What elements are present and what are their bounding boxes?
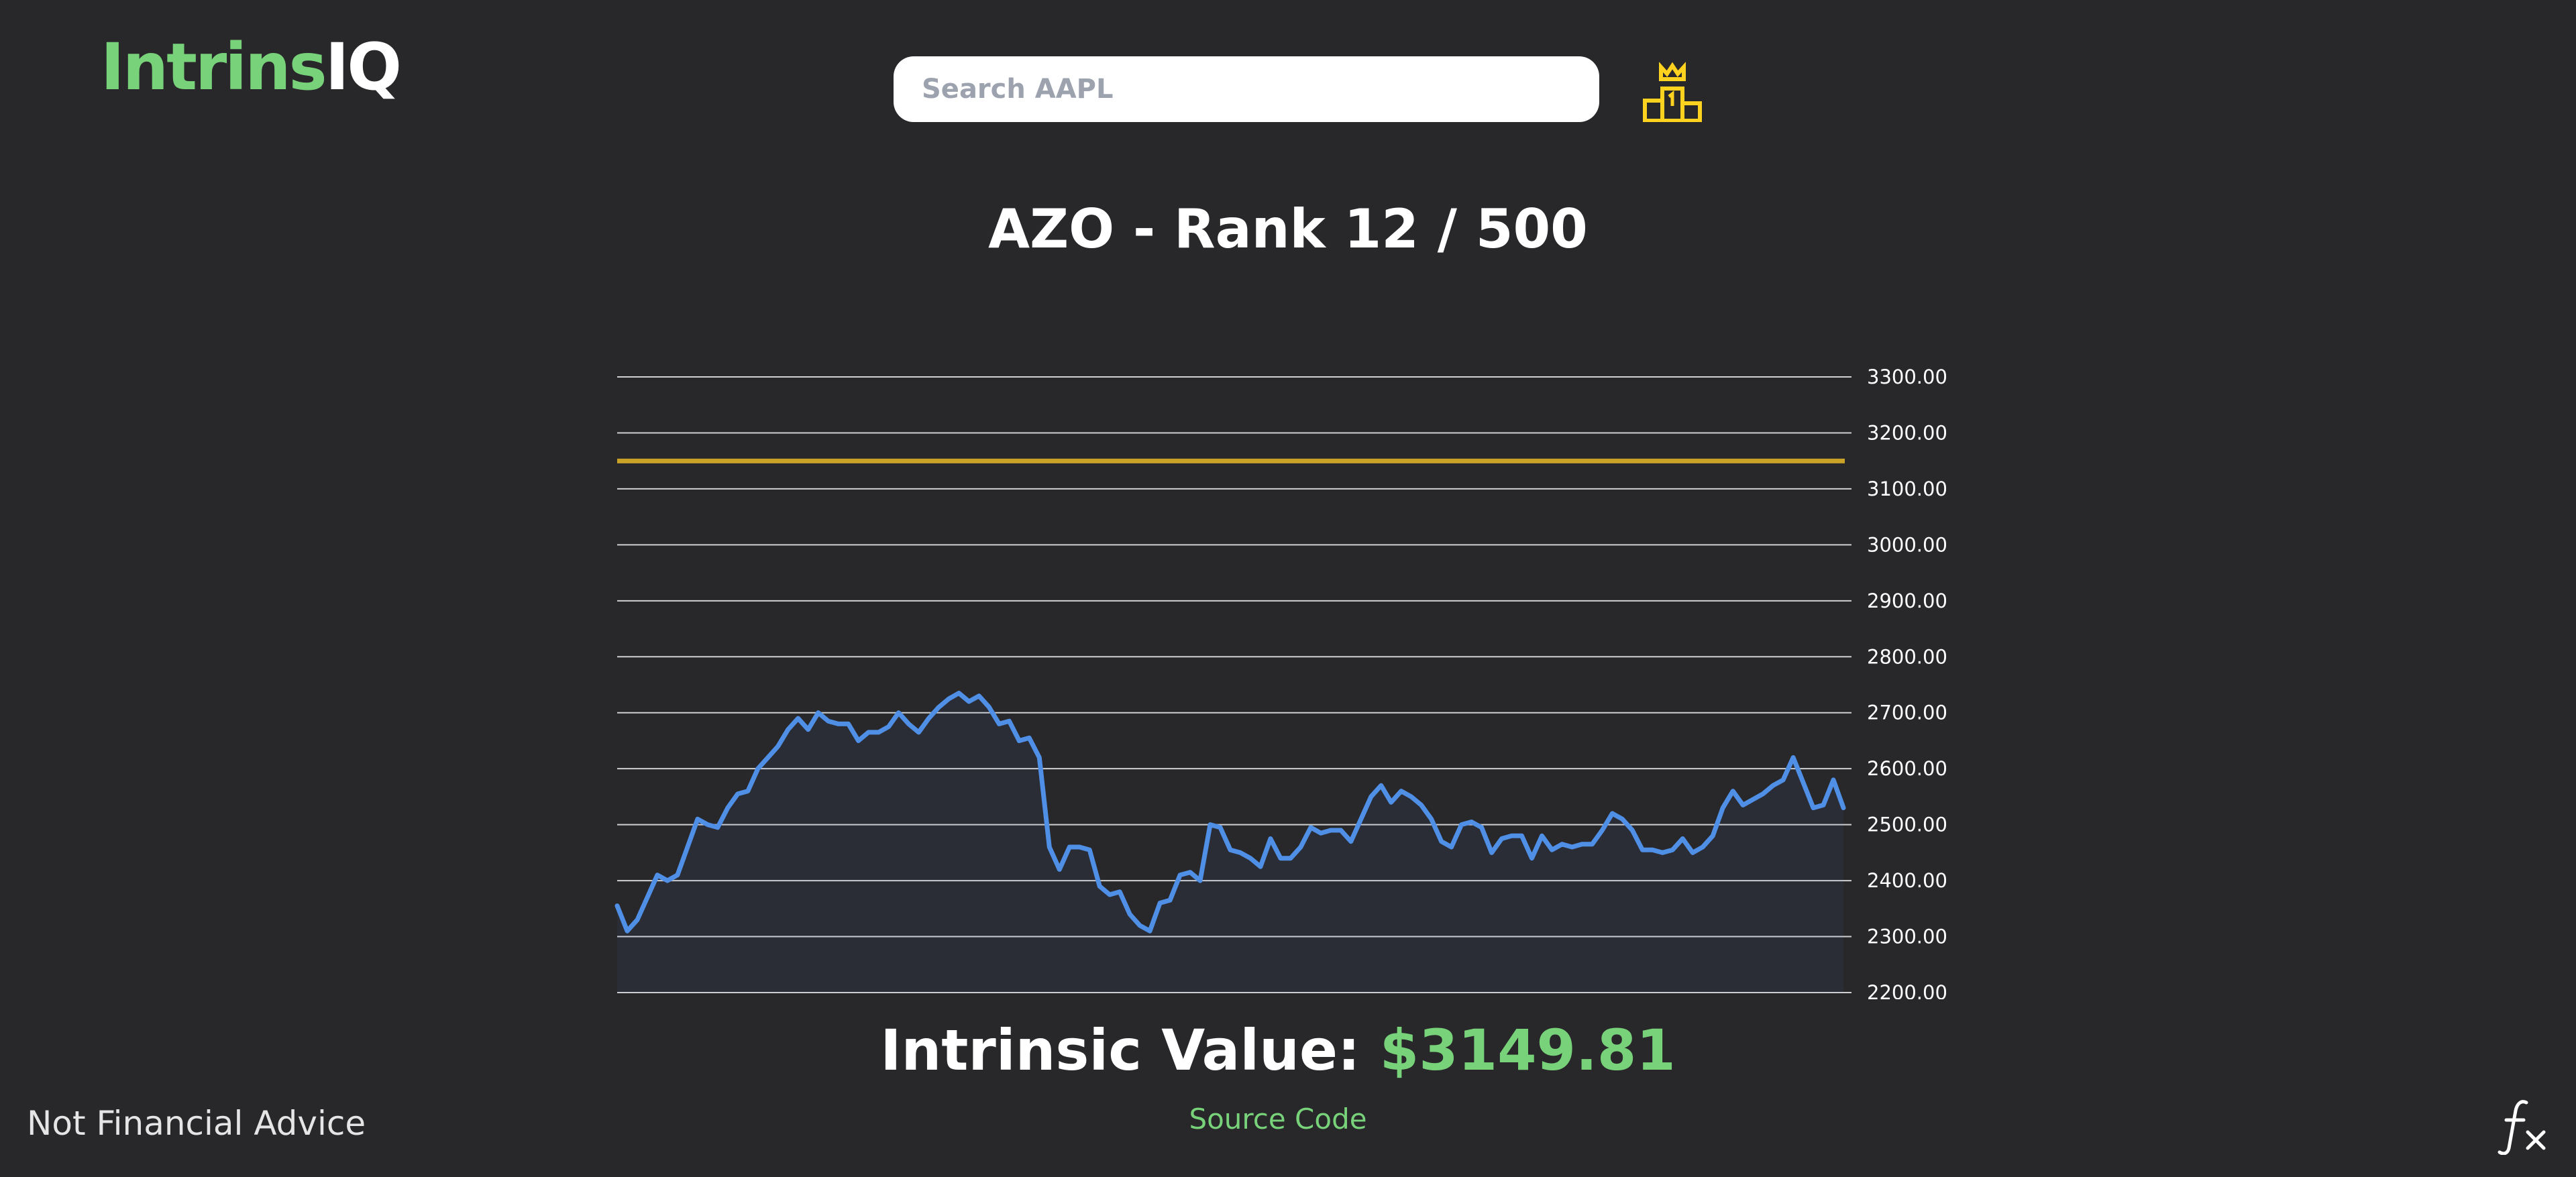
chart-grid bbox=[617, 376, 1851, 993]
y-tick-label: 2600.00 bbox=[1867, 757, 1947, 780]
source-code-link[interactable]: Source Code bbox=[1189, 1103, 1367, 1135]
formula-button[interactable] bbox=[2497, 1095, 2551, 1156]
y-tick-label: 2200.00 bbox=[1867, 981, 1947, 999]
logo[interactable]: IntrinsIQ bbox=[101, 35, 402, 99]
logo-text-iq: IQ bbox=[325, 30, 402, 105]
y-tick-label: 2300.00 bbox=[1867, 926, 1947, 948]
intrinsic-value-label: Intrinsic Value: bbox=[880, 1017, 1380, 1083]
intrinsic-value-amount: $3149.81 bbox=[1379, 1017, 1676, 1083]
y-tick-label: 2500.00 bbox=[1867, 814, 1947, 836]
y-tick-label: 2400.00 bbox=[1867, 869, 1947, 892]
y-tick-label: 2800.00 bbox=[1867, 645, 1947, 668]
y-tick-label: 2700.00 bbox=[1867, 702, 1947, 724]
page-title: AZO - Rank 12 / 500 bbox=[988, 198, 1588, 260]
y-tick-label: 3000.00 bbox=[1867, 533, 1947, 556]
disclaimer-text: Not Financial Advice bbox=[27, 1104, 366, 1143]
price-series-area bbox=[617, 693, 1843, 993]
y-axis: 3300.00 3200.00 3100.00 3000.00 2900.00 2800.… bbox=[1867, 366, 1947, 999]
price-series-line bbox=[614, 691, 1846, 934]
intrinsic-value: Intrinsic Value: $3149.81 bbox=[0, 1019, 2556, 1081]
y-tick-label: 3200.00 bbox=[1867, 421, 1947, 444]
logo-text-intrins: Intrins bbox=[101, 30, 327, 105]
y-tick-label: 3300.00 bbox=[1867, 366, 1947, 388]
y-tick-label: 3100.00 bbox=[1867, 478, 1947, 500]
search-input[interactable] bbox=[894, 56, 1599, 122]
price-chart: 3300.00 3200.00 3100.00 3000.00 2900.00 2800.… bbox=[614, 366, 1947, 999]
rankings-button[interactable] bbox=[1642, 62, 1703, 123]
podium-crown-icon bbox=[1643, 62, 1702, 123]
function-fx-icon bbox=[2498, 1100, 2546, 1156]
y-tick-label: 2900.00 bbox=[1867, 590, 1947, 612]
